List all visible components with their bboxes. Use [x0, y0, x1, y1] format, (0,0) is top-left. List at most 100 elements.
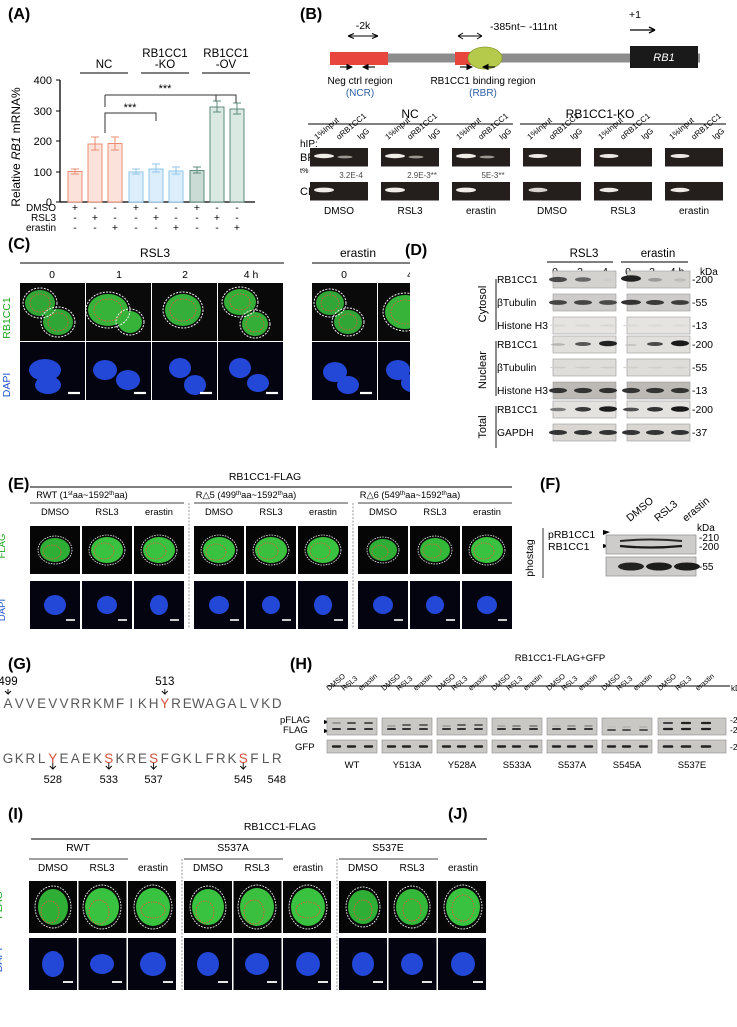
svg-text:S545A: S545A — [613, 760, 642, 771]
svg-text:A: A — [227, 696, 236, 711]
svg-text:499: 499 — [0, 676, 18, 688]
svg-text:DMSO: DMSO — [205, 507, 233, 517]
svg-text:DAPI: DAPI — [0, 599, 8, 621]
svg-text:GFP: GFP — [295, 742, 315, 753]
svg-text:R: R — [70, 696, 80, 711]
svg-text:RSL3: RSL3 — [610, 206, 635, 217]
svg-text:RB1CC1: RB1CC1 — [1, 297, 13, 339]
svg-text:F: F — [161, 751, 169, 766]
svg-text:R: R — [82, 696, 92, 711]
svg-text:erastin: erastin — [679, 206, 709, 217]
svg-text:100: 100 — [34, 167, 52, 179]
svg-text:V: V — [26, 696, 35, 711]
svg-text:F: F — [250, 751, 258, 766]
svg-text:-2k: -2k — [356, 20, 371, 32]
svg-text:F: F — [205, 751, 213, 766]
svg-text:RSL3: RSL3 — [397, 206, 422, 217]
svg-text:GAPDH: GAPDH — [497, 428, 534, 439]
svg-text:FLAG: FLAG — [0, 534, 8, 559]
svg-text:RSL3: RSL3 — [259, 507, 282, 517]
svg-text:L: L — [38, 751, 46, 766]
svg-text:W: W — [192, 696, 205, 711]
svg-text:A: A — [3, 696, 12, 711]
svg-text:Total: Total — [477, 415, 489, 438]
svg-text:erastin: erastin — [138, 863, 168, 874]
svg-text:RSL3: RSL3 — [244, 863, 269, 874]
svg-text:erastin: erastin — [412, 672, 435, 693]
svg-text:erastin: erastin — [694, 672, 717, 693]
svg-text:Histone H3: Histone H3 — [497, 321, 548, 332]
svg-text:-55: -55 — [692, 362, 707, 374]
svg-text:DMSO: DMSO — [193, 863, 223, 874]
svg-text:RB1CC1: RB1CC1 — [548, 541, 590, 553]
svg-text:528: 528 — [44, 774, 62, 786]
svg-text:(RBR): (RBR) — [469, 88, 497, 99]
svg-text:DMSO: DMSO — [537, 206, 567, 217]
svg-text:-200: -200 — [692, 404, 713, 416]
svg-text:V: V — [15, 696, 24, 711]
svg-text:IgG: IgG — [427, 126, 443, 141]
svg-text:erastin: erastin — [467, 672, 490, 693]
svg-text:DMSO: DMSO — [38, 863, 68, 874]
svg-text:NC: NC — [96, 59, 113, 71]
svg-text:Cytosol: Cytosol — [477, 286, 489, 323]
svg-text:F: F — [116, 696, 124, 711]
svg-text:FLAG: FLAG — [283, 725, 308, 736]
svg-text:200: 200 — [34, 136, 52, 148]
svg-text:E: E — [59, 751, 68, 766]
svg-text:DMSO: DMSO — [369, 507, 397, 517]
svg-text:K: K — [261, 696, 270, 711]
svg-text:S537E: S537E — [372, 842, 404, 854]
svg-text:400: 400 — [34, 75, 52, 87]
svg-text:K: K — [183, 751, 192, 766]
svg-text:βTubulin: βTubulin — [497, 298, 537, 309]
svg-text:IgG: IgG — [356, 126, 372, 141]
svg-text:Neg ctrl region: Neg ctrl region — [327, 76, 392, 87]
svg-text:0: 0 — [341, 269, 347, 281]
svg-text:RSL3: RSL3 — [652, 498, 680, 524]
svg-text:R: R — [171, 696, 181, 711]
svg-text:R△6 (549thaa~1592thaa): R△6 (549thaa~1592thaa) — [360, 490, 460, 501]
svg-text:1: 1 — [116, 269, 122, 281]
svg-text:RSL3: RSL3 — [570, 248, 599, 260]
svg-text:I: I — [129, 696, 133, 711]
svg-text:E: E — [37, 696, 46, 711]
svg-text:t%: t% — [300, 166, 309, 175]
svg-text:RSL3: RSL3 — [89, 863, 114, 874]
svg-text:M: M — [103, 696, 114, 711]
svg-text:R△5 (499thaa~1592thaa): R△5 (499thaa~1592thaa) — [196, 490, 296, 501]
svg-text:V: V — [250, 696, 259, 711]
svg-text:300: 300 — [34, 106, 52, 118]
svg-text:RSL3: RSL3 — [140, 246, 170, 260]
svg-text:pRB1CC1: pRB1CC1 — [548, 529, 595, 541]
svg-text:RSL3: RSL3 — [423, 507, 446, 517]
svg-text:erastin: erastin — [293, 863, 323, 874]
svg-text:K: K — [138, 696, 147, 711]
svg-text:K: K — [15, 751, 24, 766]
svg-text:***: *** — [124, 102, 138, 114]
svg-text:WT: WT — [345, 760, 360, 771]
svg-text:DAPI: DAPI — [0, 948, 5, 973]
svg-text:R: R — [126, 751, 136, 766]
svg-text:erastin: erastin — [309, 507, 337, 517]
svg-text:DAPI: DAPI — [1, 373, 13, 398]
svg-text:erastin: erastin — [641, 248, 676, 260]
svg-text:+1: +1 — [629, 9, 641, 21]
svg-text:-200: -200 — [730, 725, 737, 735]
svg-text:V: V — [48, 696, 57, 711]
svg-text:-37: -37 — [692, 427, 707, 439]
svg-text:L: L — [262, 751, 270, 766]
svg-text:RB1CC1: RB1CC1 — [497, 405, 538, 416]
svg-text:2: 2 — [182, 269, 188, 281]
svg-text:2.9E-3**: 2.9E-3** — [407, 171, 437, 180]
svg-text:V: V — [59, 696, 68, 711]
svg-text:FLAG: FLAG — [0, 891, 5, 918]
svg-text:L: L — [195, 751, 203, 766]
svg-text:Y: Y — [160, 696, 169, 711]
svg-text:IgG: IgG — [569, 126, 585, 141]
svg-text:R: R — [26, 751, 36, 766]
svg-text:phostag: phostag — [524, 539, 536, 577]
svg-text:(NCR): (NCR) — [346, 88, 374, 99]
svg-text:RB1CC1: RB1CC1 — [497, 340, 538, 351]
svg-text:H: H — [149, 696, 159, 711]
